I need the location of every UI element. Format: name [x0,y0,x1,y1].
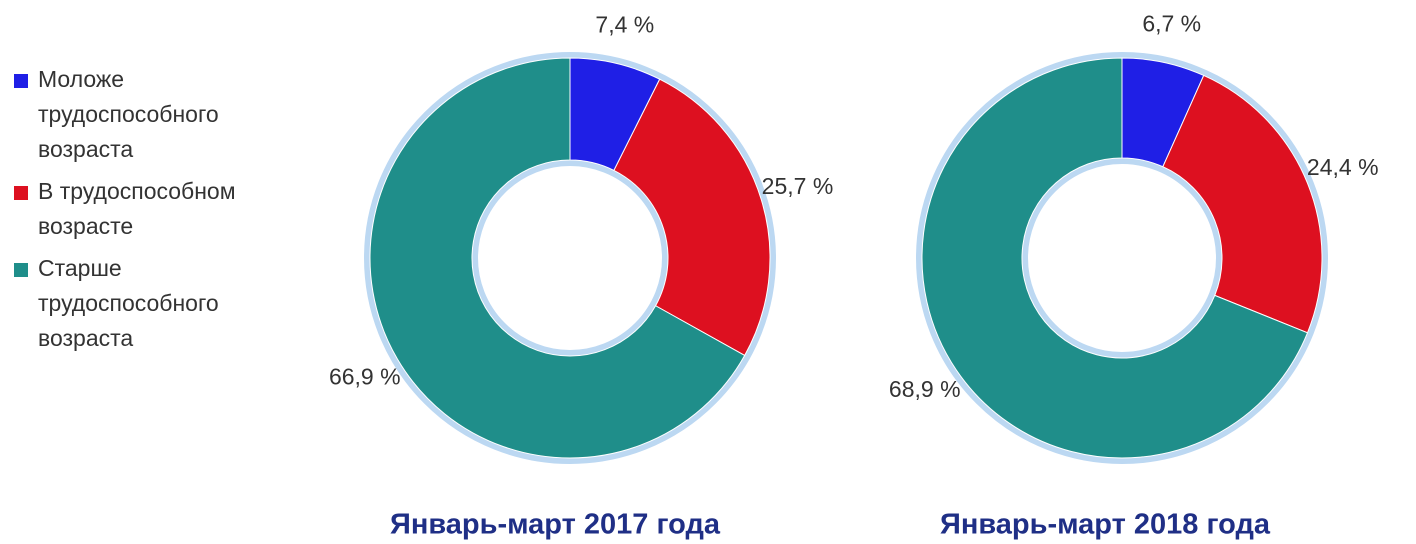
legend: Моложе трудоспособного возраста В трудосп… [14,62,264,363]
data-label: 25,7 % [762,173,834,199]
legend-label: В трудоспособном возрасте [38,178,236,239]
legend-label: Старше трудоспособного возраста [38,255,219,351]
slice [613,78,771,357]
legend-swatch [14,263,28,277]
data-label: 7,4 % [595,11,654,37]
legend-swatch [14,74,28,88]
data-label: 24,4 % [1307,154,1379,180]
hole-glow [472,160,668,356]
slice [921,57,1309,459]
donut-glow [364,52,776,464]
slice [1162,74,1323,334]
data-label: 68,9 % [889,376,961,402]
data-label: 66,9 % [329,364,401,390]
legend-item: Старше трудоспособного возраста [14,251,264,356]
legend-swatch [14,186,28,200]
legend-item: В трудоспособном возрасте [14,174,264,244]
slice [369,57,746,459]
legend-label: Моложе трудоспособного возраста [38,66,219,162]
legend-item: Моложе трудоспособного возраста [14,62,264,167]
hole-glow [1022,158,1222,358]
donut-glow [916,52,1328,464]
chart-title: Январь-март 2018 года [940,509,1271,541]
data-label: 6,7 % [1142,10,1201,36]
chart-title: Январь-март 2017 года [390,509,721,541]
